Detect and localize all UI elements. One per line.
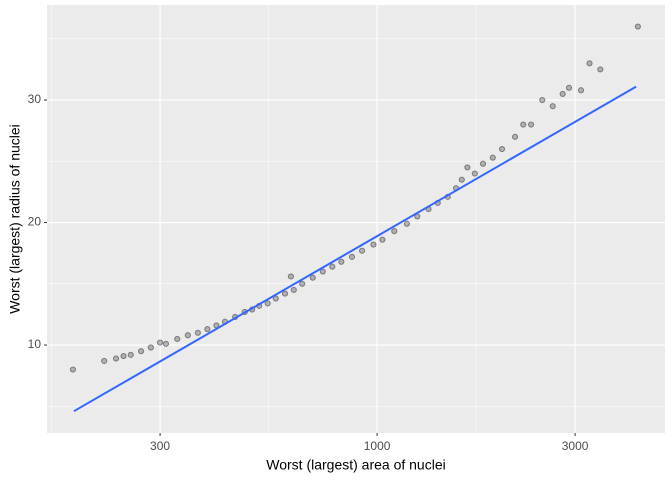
point (272, 295, 279, 302)
point (174, 335, 181, 343)
point (370, 241, 377, 248)
point (577, 87, 585, 94)
point (511, 133, 519, 140)
point (520, 121, 527, 128)
point (527, 121, 535, 128)
x-axis-title: Worst (largest) area of nuclei (266, 457, 445, 473)
point (479, 160, 487, 167)
point (309, 274, 316, 281)
point (112, 355, 120, 362)
point (489, 154, 496, 161)
y-axis-title: Worst (largest) radius of nuclei (7, 124, 23, 314)
x-tick-label: 3000 (562, 439, 589, 453)
point (281, 290, 289, 297)
point (147, 344, 154, 351)
point (329, 263, 336, 270)
point (137, 348, 145, 355)
point (204, 326, 211, 333)
point (498, 145, 506, 153)
point (549, 103, 556, 110)
point (69, 366, 77, 373)
point (120, 352, 127, 360)
point (338, 258, 345, 265)
point (597, 66, 604, 73)
point (539, 96, 546, 104)
panel-background (47, 5, 665, 433)
x-tick-label: 300 (150, 439, 170, 453)
point (101, 357, 108, 365)
fit-line (73, 85, 637, 413)
y-tick-label: 30 (28, 92, 42, 106)
point (319, 268, 326, 275)
point (458, 176, 465, 183)
point (287, 273, 295, 280)
point (464, 164, 471, 171)
point (162, 340, 170, 347)
point (379, 236, 386, 243)
point (156, 339, 164, 346)
point (127, 351, 134, 358)
point (290, 286, 297, 294)
point (634, 23, 641, 30)
y-tick-label: 10 (28, 337, 42, 351)
point (358, 247, 366, 254)
x-tick-label: 1000 (364, 439, 391, 453)
point (184, 332, 191, 339)
point (403, 220, 411, 227)
point (299, 280, 306, 287)
y-tick-label: 20 (28, 215, 42, 229)
point (264, 300, 271, 307)
point (391, 228, 398, 235)
point (471, 170, 478, 177)
point (565, 84, 573, 91)
point (559, 90, 566, 98)
point (194, 329, 201, 336)
point (348, 253, 356, 260)
point (586, 60, 593, 67)
